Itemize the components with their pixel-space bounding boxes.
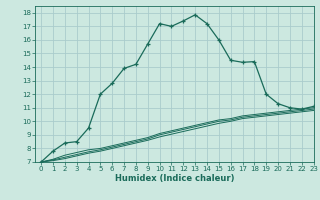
X-axis label: Humidex (Indice chaleur): Humidex (Indice chaleur) (115, 174, 234, 183)
